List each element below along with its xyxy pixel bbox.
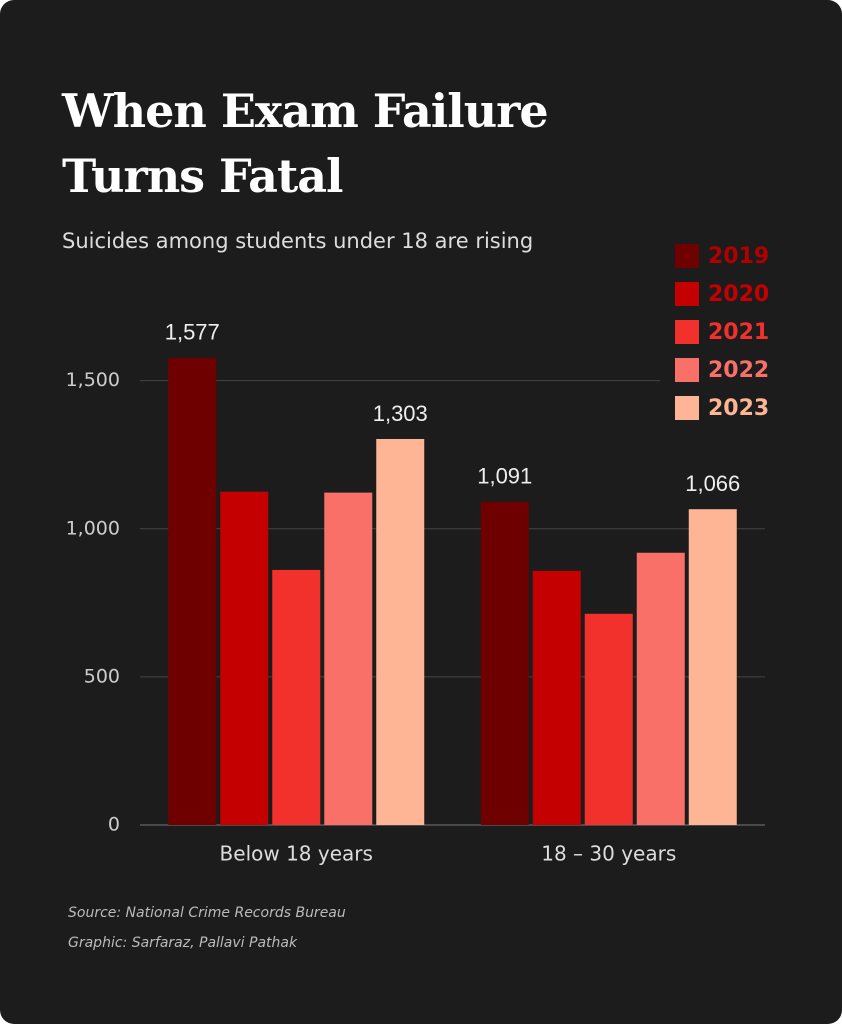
bar	[272, 569, 321, 825]
legend-label: 2022	[708, 358, 769, 383]
bar	[376, 438, 425, 825]
legend-swatch	[675, 244, 699, 268]
chart-title: Turns Fatal	[62, 149, 343, 203]
bar	[636, 552, 685, 825]
plot-area: 0 500 1,000 1,500 Below 18 years 1,577 1,303 18…	[66, 320, 765, 866]
bar	[584, 613, 633, 825]
y-tick-label: 0	[108, 814, 120, 836]
legend-label: 2020	[708, 282, 769, 307]
y-tick-label: 1,500	[66, 369, 120, 391]
legend-swatch	[675, 358, 699, 382]
bar	[220, 491, 269, 825]
legend-swatch	[675, 282, 699, 306]
y-tick-label: 500	[84, 665, 120, 687]
bar	[324, 492, 373, 825]
x-tick-label: 18 – 30 years	[541, 842, 676, 866]
legend-swatch	[675, 320, 699, 344]
chart-title: When Exam Failure	[61, 84, 548, 138]
legend: 2019 2020 2021 2022 2023	[660, 238, 790, 424]
legend-label: 2023	[708, 396, 769, 421]
subtitle: Suicides among students under 18 are ris…	[62, 229, 533, 253]
bar	[480, 501, 529, 825]
value-label: 1,091	[477, 464, 532, 489]
legend-label: 2019	[708, 244, 769, 269]
source: Source: National Crime Records Bureau	[68, 905, 346, 921]
legend-label: 2021	[708, 320, 769, 345]
credit: Graphic: Sarfaraz, Pallavi Pathak	[68, 935, 298, 951]
value-label: 1,577	[165, 320, 220, 345]
bar	[688, 509, 737, 825]
value-label: 1,066	[685, 471, 740, 496]
legend-swatch	[675, 396, 699, 420]
bar	[532, 570, 581, 825]
value-label: 1,303	[373, 401, 428, 426]
y-tick-label: 1,000	[66, 517, 120, 539]
bar	[168, 357, 217, 825]
x-tick-label: Below 18 years	[220, 842, 373, 866]
